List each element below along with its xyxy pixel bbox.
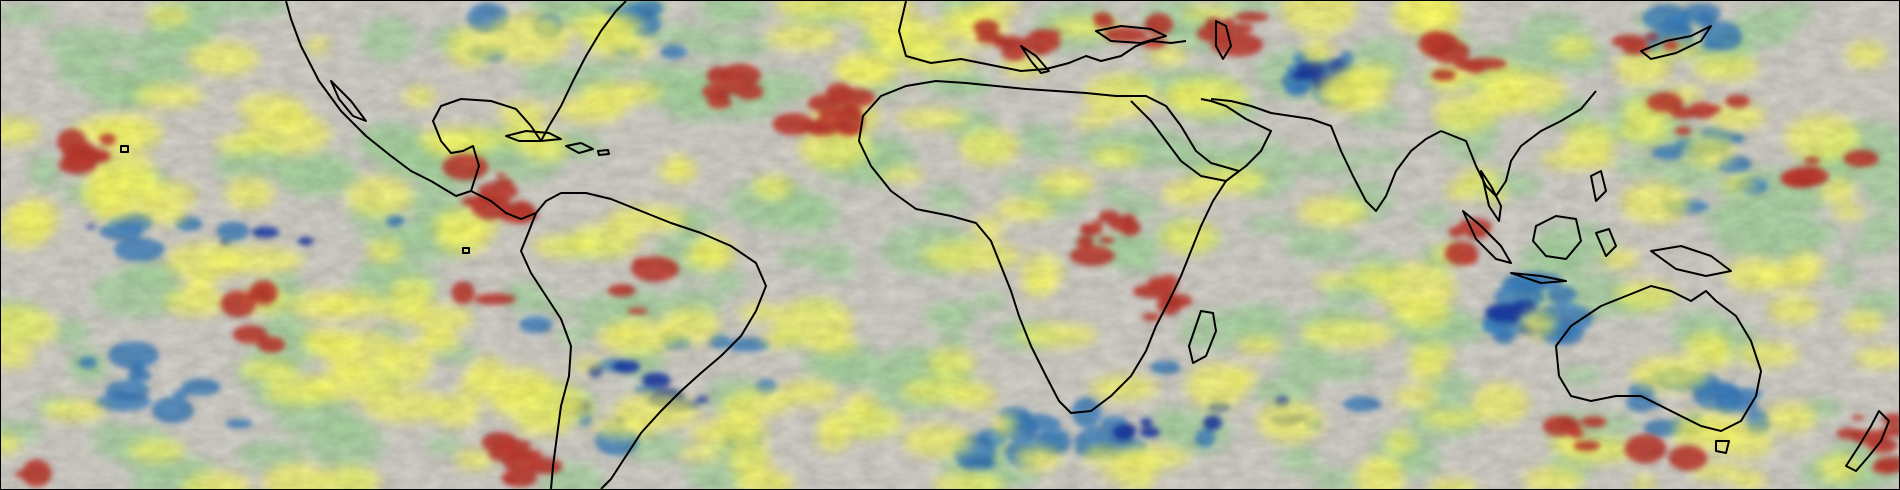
coastline-borneo — [1532, 215, 1582, 260]
coastline-south-america — [535, 192, 767, 489]
coastline-malay-peninsula — [1480, 170, 1502, 222]
coastline-madagascar — [1188, 310, 1217, 364]
coastline-australia — [1555, 285, 1762, 432]
coastline-persian-gulf — [1210, 98, 1292, 117]
coastline-italy — [1020, 45, 1050, 74]
coastlines — [120, 1, 1890, 489]
coastline-hawaii — [120, 145, 129, 153]
coastline-north-america-west — [285, 1, 432, 182]
coastline-europe-mediterranean — [898, 1, 1187, 72]
coastline-baja — [330, 80, 367, 122]
coastline-southeast-asia — [1440, 90, 1597, 197]
coastline-south-america-west — [520, 212, 572, 489]
coastline-sumatra — [1462, 210, 1512, 264]
coastline-galapagos — [462, 247, 470, 254]
coastline-java — [1510, 272, 1567, 284]
coastline-caspian — [1215, 20, 1232, 60]
coastline-central-america — [470, 190, 537, 220]
coastline-new-zealand — [1845, 410, 1890, 472]
coastline-philippines — [1590, 170, 1607, 202]
coastline-india — [1290, 115, 1442, 212]
coastline-puerto-rico — [597, 149, 610, 156]
coastline-gulf-mexico — [430, 1, 627, 197]
coastline-arabia — [1130, 98, 1272, 182]
coastline-japan — [1640, 25, 1712, 60]
coastline-sulawesi — [1595, 228, 1617, 257]
coastline-tasmania — [1715, 440, 1730, 454]
coastline-cuba — [505, 130, 562, 142]
coastline-new-guinea — [1650, 245, 1732, 277]
coastline-black-sea — [1095, 25, 1167, 44]
coastline-hispaniola — [565, 142, 594, 154]
coastline-africa — [858, 80, 1240, 414]
